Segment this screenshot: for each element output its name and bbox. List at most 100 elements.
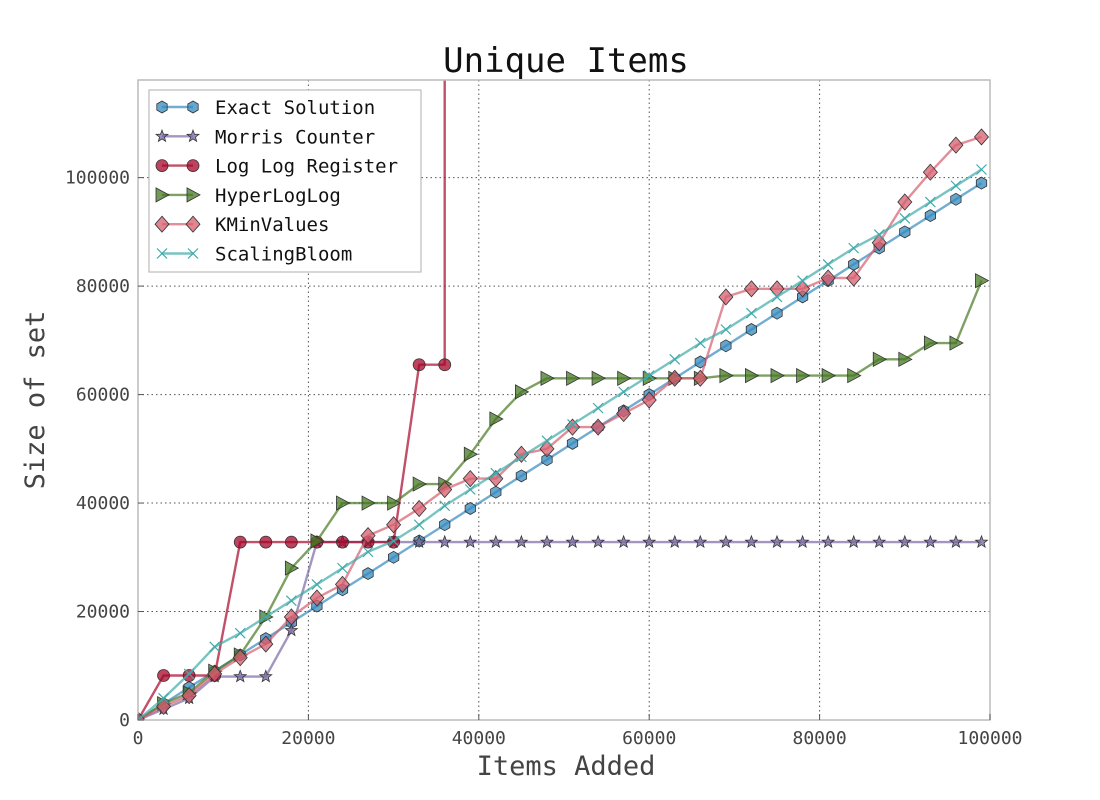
data-point-exact-solution [899, 225, 911, 239]
x-tick-label: 40000 [452, 728, 506, 749]
data-point-scalingbloom [183, 668, 195, 680]
data-point-morris-counter [284, 623, 299, 637]
data-point-hyperloglog [975, 273, 990, 289]
series-line-hyperloglog [138, 280, 983, 720]
data-point-scalingbloom [899, 212, 911, 224]
data-point-hyperloglog [898, 351, 913, 367]
y-axis: 0 20000 40000 60000 80000 100000 [65, 168, 144, 731]
data-point-kminvalues [897, 193, 913, 211]
legend-box [148, 89, 422, 273]
data-point-kminvalues [360, 526, 376, 545]
series-kminvalues [138, 128, 990, 720]
legend-item-hyperloglog: HyperLogLog [155, 185, 341, 207]
data-point-scalingbloom [976, 164, 987, 175]
legend-marker [154, 215, 170, 233]
data-point-hyperloglog [387, 495, 402, 511]
data-point-scalingbloom [924, 196, 936, 208]
data-point-scalingbloom [158, 692, 169, 704]
data-point-kminvalues [462, 470, 478, 488]
data-point-scalingbloom [464, 484, 476, 495]
legend-item-log-log-register: Log Log Register [155, 156, 398, 178]
data-point-hyperloglog [489, 411, 504, 427]
data-point-scalingbloom [746, 307, 757, 319]
data-point-exact-solution [439, 518, 451, 532]
data-point-kminvalues [590, 418, 606, 436]
data-point-morris-counter [897, 534, 912, 549]
data-point-scalingbloom [209, 641, 221, 653]
legend-marker [187, 248, 199, 259]
data-point-morris-counter [514, 534, 529, 549]
data-point-morris-counter [948, 534, 963, 549]
data-point-hyperloglog [515, 384, 530, 400]
data-point-scalingbloom [311, 578, 323, 590]
x-tick-label: 0 [133, 728, 144, 749]
data-point-morris-counter [437, 534, 452, 549]
data-point-exact-solution [541, 453, 553, 467]
x-axis-label: Items Added [477, 751, 656, 782]
data-point-morris-counter [923, 534, 938, 549]
data-point-hyperloglog [310, 533, 325, 549]
data-point-hyperloglog [463, 446, 479, 462]
data-point-exact-solution [720, 339, 732, 353]
data-point-kminvalues [718, 288, 734, 306]
data-point-scalingbloom [592, 402, 604, 414]
y-tick-label: 80000 [76, 276, 130, 297]
data-point-morris-counter [463, 534, 478, 549]
data-point-hyperloglog [923, 335, 939, 351]
data-point-hyperloglog [412, 476, 428, 492]
data-point-scalingbloom [413, 519, 425, 531]
data-point-kminvalues [846, 269, 862, 287]
data-point-scalingbloom [669, 353, 681, 365]
data-point-morris-counter [233, 669, 248, 683]
data-point-morris-counter [667, 534, 682, 549]
series-morris-counter [138, 534, 989, 720]
data-point-exact-solution [848, 257, 860, 271]
data-point-exact-solution [387, 550, 400, 564]
data-point-scalingbloom [643, 370, 655, 382]
data-point-scalingbloom [362, 546, 374, 558]
data-point-scalingbloom [771, 291, 783, 303]
data-point-log-log-register [336, 535, 349, 549]
x-tick-label: 20000 [281, 728, 335, 749]
data-point-kminvalues [334, 575, 351, 594]
data-point-morris-counter [821, 534, 836, 549]
data-point-scalingbloom [260, 611, 272, 623]
legend-item-morris-counter: Morris Counter [155, 126, 375, 148]
data-point-kminvalues [692, 369, 708, 387]
data-point-kminvalues [232, 649, 248, 667]
data-point-hyperloglog [770, 367, 785, 384]
legend-marker [156, 100, 168, 114]
data-point-kminvalues [667, 369, 683, 387]
data-point-exact-solution [464, 502, 476, 515]
series-line-scalingbloom [138, 168, 983, 720]
data-point-kminvalues [309, 589, 325, 607]
data-point-hyperloglog [821, 367, 836, 384]
x-tick-label: 100000 [957, 728, 1022, 749]
legend-label: ScalingBloom [215, 244, 352, 266]
data-point-hyperloglog [591, 370, 606, 386]
data-point-morris-counter [616, 534, 631, 549]
data-point-scalingbloom [234, 627, 246, 639]
legend-item-kminvalues: KMinValues [154, 214, 329, 236]
data-point-log-log-register [284, 535, 298, 549]
data-point-hyperloglog [745, 367, 760, 384]
data-point-morris-counter [693, 534, 708, 549]
legend-marker [155, 159, 169, 173]
data-point-exact-solution [566, 436, 579, 450]
data-point-exact-solution [950, 192, 962, 206]
legend-item-exact-solution: Exact Solution [156, 97, 375, 119]
legend: Exact Solution Morris Counter Log Log Regi… [148, 89, 422, 273]
data-point-kminvalues [437, 480, 453, 499]
data-point-exact-solution [515, 469, 527, 483]
legend-marker [186, 159, 200, 173]
data-point-log-log-register [412, 358, 426, 372]
data-point-morris-counter [974, 534, 989, 549]
data-point-kminvalues [922, 163, 938, 181]
data-point-scalingbloom [490, 467, 502, 479]
data-point-hyperloglog [617, 370, 632, 386]
data-point-scalingbloom [439, 500, 451, 512]
data-point-hyperloglog [284, 560, 300, 576]
data-point-morris-counter [488, 534, 503, 549]
y-tick-label: 0 [119, 710, 130, 731]
